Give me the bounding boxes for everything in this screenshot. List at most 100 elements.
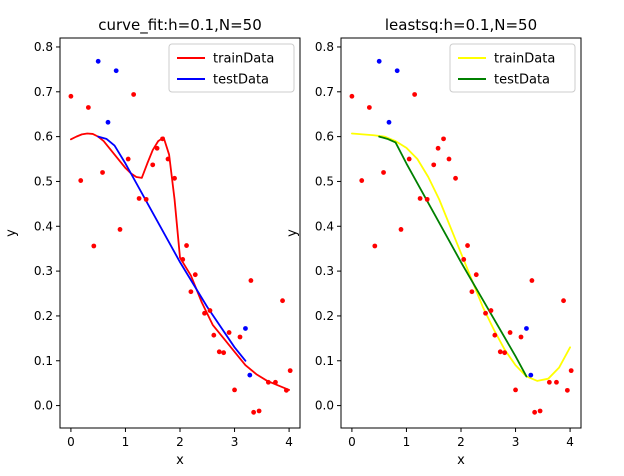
train-point bbox=[473, 272, 479, 278]
y-tick-label: 0.4 bbox=[315, 219, 334, 233]
train-point bbox=[172, 175, 177, 181]
train-point bbox=[366, 105, 372, 110]
series-line-traindata bbox=[351, 132, 571, 382]
x-axis-label: x bbox=[176, 453, 184, 468]
train-point bbox=[211, 332, 217, 338]
x-tick-label: 0 bbox=[348, 435, 356, 449]
train-point bbox=[537, 408, 543, 414]
train-point bbox=[435, 145, 441, 151]
train-point bbox=[483, 310, 488, 316]
train-point bbox=[136, 196, 142, 201]
y-tick-label: 0.2 bbox=[34, 309, 53, 323]
train-point bbox=[85, 105, 91, 110]
x-tick-label: 2 bbox=[457, 435, 465, 449]
train-point bbox=[150, 162, 156, 168]
train-point bbox=[417, 196, 423, 201]
train-point bbox=[507, 330, 513, 335]
train-point bbox=[78, 178, 84, 183]
train-point bbox=[532, 409, 538, 415]
train-point bbox=[131, 92, 137, 97]
y-tick-label: 0.8 bbox=[315, 40, 334, 54]
y-tick-label: 0.3 bbox=[315, 264, 334, 278]
series-line-testdata bbox=[378, 135, 528, 378]
train-point bbox=[143, 196, 149, 202]
train-point bbox=[165, 156, 171, 162]
y-tick-label: 0.6 bbox=[34, 130, 53, 144]
train-point bbox=[273, 379, 278, 385]
test-point bbox=[95, 58, 101, 64]
train-point bbox=[221, 350, 227, 356]
train-point bbox=[518, 334, 524, 340]
train-point bbox=[188, 289, 194, 295]
test-point bbox=[376, 58, 382, 64]
plot-panel-2: leastsq:h=0.1,N=50 0 1 2 3 4 0.0 0.1 0.2 0.3 0.4 0.… bbox=[285, 16, 582, 468]
y-tick-label: 0.8 bbox=[34, 40, 53, 54]
test-point bbox=[528, 372, 534, 378]
train-point bbox=[441, 136, 446, 142]
train-point bbox=[561, 298, 566, 304]
test-point bbox=[247, 372, 253, 378]
legend-label-traindata: trainData bbox=[494, 52, 555, 67]
train-point bbox=[180, 257, 186, 262]
y-tick-label: 0.1 bbox=[315, 354, 334, 368]
train-point bbox=[492, 332, 498, 338]
x-tick-label: 1 bbox=[403, 435, 411, 449]
x-tick-label: 3 bbox=[231, 435, 239, 449]
train-point bbox=[359, 178, 365, 183]
y-tick-label: 0.5 bbox=[34, 174, 53, 188]
train-point bbox=[529, 278, 535, 283]
y-tick-label: 0.5 bbox=[315, 174, 334, 188]
train-point bbox=[280, 298, 285, 304]
train-point bbox=[446, 156, 452, 162]
test-point bbox=[105, 119, 111, 125]
train-point bbox=[568, 368, 574, 374]
series-line-testdata bbox=[97, 135, 247, 362]
legend-label-testdata: testData bbox=[494, 73, 550, 88]
y-tick-label: 0.1 bbox=[34, 354, 53, 368]
y-axis-label: y bbox=[4, 229, 19, 237]
train-point bbox=[513, 387, 518, 393]
plot-data-layer bbox=[68, 58, 293, 415]
train-point bbox=[412, 92, 418, 97]
train-point bbox=[154, 145, 160, 151]
y-tick-label: 0.7 bbox=[34, 85, 53, 99]
train-point bbox=[192, 272, 198, 278]
chart-title: curve_fit:h=0.1,N=50 bbox=[98, 16, 261, 35]
train-point bbox=[381, 170, 386, 175]
y-tick-label: 0.7 bbox=[315, 85, 334, 99]
train-point bbox=[564, 387, 570, 393]
train-point bbox=[68, 93, 74, 99]
plot-data-layer bbox=[349, 58, 574, 415]
train-point bbox=[349, 93, 355, 99]
train-point bbox=[237, 334, 243, 340]
train-point bbox=[160, 136, 165, 142]
train-point bbox=[283, 387, 289, 393]
train-point bbox=[453, 175, 458, 181]
train-point bbox=[100, 170, 105, 175]
train-point bbox=[497, 349, 503, 355]
train-point bbox=[125, 156, 131, 162]
legend-label-traindata: trainData bbox=[213, 52, 274, 67]
x-tick-label: 2 bbox=[176, 435, 184, 449]
test-point bbox=[243, 326, 248, 331]
train-point bbox=[202, 310, 207, 316]
train-point bbox=[431, 162, 437, 168]
y-tick-label: 0.2 bbox=[315, 309, 334, 323]
x-tick-label: 4 bbox=[285, 435, 293, 449]
train-point bbox=[287, 368, 293, 374]
x-axis-label: x bbox=[457, 453, 465, 468]
train-point bbox=[554, 379, 559, 385]
train-point bbox=[117, 227, 123, 232]
x-tick-label: 0 bbox=[67, 435, 75, 449]
y-tick-label: 0.0 bbox=[34, 399, 53, 413]
train-point bbox=[251, 409, 257, 415]
y-tick-label: 0.3 bbox=[34, 264, 53, 278]
legend-label-testdata: testData bbox=[213, 73, 269, 88]
train-point bbox=[216, 349, 222, 355]
test-point bbox=[524, 326, 529, 331]
train-point bbox=[465, 243, 470, 248]
test-point bbox=[394, 68, 400, 74]
test-point bbox=[386, 119, 392, 125]
plot-panel-1: curve_fit:h=0.1,N=50 0 1 2 3 4 0.0 0.1 0.2 0.3 0.4… bbox=[4, 16, 301, 468]
